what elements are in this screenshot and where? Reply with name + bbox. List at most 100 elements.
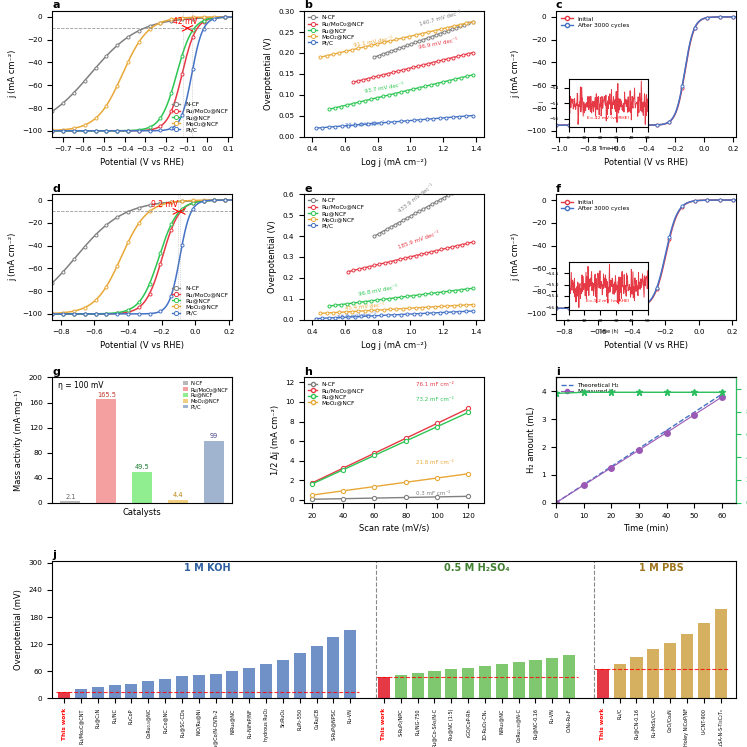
Bar [647,648,660,698]
Theoretical H₂ [634,444,643,453]
Bar [294,653,306,698]
Bar [58,692,70,698]
Text: 433.9 mV dec⁻¹: 433.9 mV dec⁻¹ [397,184,435,214]
X-axis label: Log j (mA cm⁻²): Log j (mA cm⁻²) [361,158,427,167]
Bar [512,663,524,698]
Y-axis label: j (mA cm⁻²): j (mA cm⁻²) [8,233,17,281]
Bar [394,675,407,698]
Theoretical H₂ [579,480,588,489]
Text: 1 M KOH: 1 M KOH [184,562,231,572]
Y-axis label: Overpotential (V): Overpotential (V) [264,37,273,111]
Text: 93.7 mV dec⁻¹: 93.7 mV dec⁻¹ [365,82,405,93]
Measured H₂ [662,428,671,437]
Text: h: h [304,367,312,376]
Bar [226,672,238,698]
Bar [428,671,441,698]
Text: 165.5: 165.5 [97,391,116,397]
Bar [378,678,390,698]
Text: i: i [556,367,560,376]
Text: 96.8 mV dec⁻¹: 96.8 mV dec⁻¹ [358,284,398,297]
Text: f: f [556,184,561,193]
Bar [142,681,155,698]
Bar [630,657,642,698]
Bar [496,664,508,698]
Text: 9.2 mV: 9.2 mV [152,200,179,209]
Bar [664,643,676,698]
X-axis label: Potential (V vs RHE): Potential (V vs RHE) [100,158,185,167]
Bar [530,660,542,698]
Legend: N-CF, Ru/MoO₂@NCF, Ru@NCF, MoO₂@NCF, Pt/C: N-CF, Ru/MoO₂@NCF, Ru@NCF, MoO₂@NCF, Pt/… [307,14,366,46]
Bar [75,689,87,698]
Legend: N-CF, Ru/MoO₂@NCF, Ru@NCF, MoO₂@NCF, Pt/C: N-CF, Ru/MoO₂@NCF, Ru@NCF, MoO₂@NCF, Pt/… [182,380,229,410]
Bar [92,686,104,698]
Text: 185.9 mV dec⁻¹: 185.9 mV dec⁻¹ [397,230,440,249]
Bar [597,669,609,698]
Text: j: j [52,550,56,560]
Bar [193,675,205,698]
Bar [563,654,575,698]
Legend: Initial, After 3000 cycles: Initial, After 3000 cycles [559,197,631,213]
Bar [96,399,117,503]
X-axis label: Time (min): Time (min) [623,524,669,533]
Bar [244,668,255,698]
Theoretical H₂ [689,408,698,417]
Bar [125,684,137,698]
Measured H₂ [579,481,588,490]
Text: c: c [556,1,562,10]
Text: 96.9 mV dec⁻¹: 96.9 mV dec⁻¹ [418,37,459,50]
Y-axis label: Overpotential (V): Overpotential (V) [268,220,277,294]
Measured H₂ [717,392,726,401]
Bar [715,609,727,698]
X-axis label: Catalysts: Catalysts [123,509,161,518]
Text: d: d [52,184,61,193]
Bar [344,630,356,698]
Y-axis label: Mass activity (mA·mg⁻¹): Mass activity (mA·mg⁻¹) [14,389,23,491]
Bar [204,441,224,503]
Measured H₂ [607,463,616,472]
Theoretical H₂ [607,462,616,471]
Text: 91.1 mV dec⁻¹: 91.1 mV dec⁻¹ [353,36,394,48]
Bar [546,658,558,698]
X-axis label: Potential (V vs RHE): Potential (V vs RHE) [604,158,688,167]
Text: 0.5 M H₂SO₄: 0.5 M H₂SO₄ [444,562,509,572]
Y-axis label: 1/2 Δj (mA cm⁻²): 1/2 Δj (mA cm⁻²) [270,405,279,475]
Legend: N-CF, Ru/MoO₂@NCF, Ru@NCF, MoO₂@NCF, Pt/C: N-CF, Ru/MoO₂@NCF, Ru@NCF, MoO₂@NCF, Pt/… [307,197,366,229]
Legend: Initial, After 3000 cycles: Initial, After 3000 cycles [559,14,631,30]
Text: η = 100 mV: η = 100 mV [58,381,103,390]
Bar [311,646,323,698]
Bar [260,664,272,698]
Theoretical H₂ [551,498,560,507]
Bar [412,673,424,698]
Text: 4.4: 4.4 [173,492,184,498]
Line: Measured H₂: Measured H₂ [553,394,725,506]
Bar [132,472,152,503]
Bar [209,674,222,698]
Y-axis label: j (mA cm⁻²): j (mA cm⁻²) [512,50,521,98]
Theoretical H₂ [717,390,726,399]
Bar [681,634,693,698]
Text: g: g [52,367,61,376]
Text: 73.2 mF cm⁻²: 73.2 mF cm⁻² [415,397,453,403]
Legend: N-CF, Ru/MoO₂@NCF, Ru@NCF, MoO₂@NCF, Pt/C: N-CF, Ru/MoO₂@NCF, Ru@NCF, MoO₂@NCF, Pt/… [170,285,229,317]
Bar [159,678,171,698]
Measured H₂ [634,446,643,455]
Text: 37.8 mV dec⁻¹: 37.8 mV dec⁻¹ [337,311,377,320]
Bar [327,637,339,698]
Legend: N-CF, Ru/MoO₂@NCF, Ru@NCF, MoO₂@NCF: N-CF, Ru/MoO₂@NCF, Ru@NCF, MoO₂@NCF [307,380,366,406]
Text: 1 M PBS: 1 M PBS [639,562,684,572]
Measured H₂ [689,410,698,419]
Legend: Theoretical H₂, Measured H₂: Theoretical H₂, Measured H₂ [559,380,622,397]
Text: 2.1: 2.1 [65,494,75,500]
Bar [479,666,491,698]
Bar [108,685,121,698]
Bar [168,500,188,503]
Text: e: e [304,184,311,193]
Y-axis label: H₂ amount (mL): H₂ amount (mL) [527,407,536,474]
X-axis label: Log j (mA cm⁻²): Log j (mA cm⁻²) [361,341,427,350]
Legend: N-CF, Ru/MoO₂@NCF, Ru@NCF, MoO₂@NCF, Pt/C: N-CF, Ru/MoO₂@NCF, Ru@NCF, MoO₂@NCF, Pt/… [170,101,229,134]
X-axis label: Potential (V vs RHE): Potential (V vs RHE) [100,341,185,350]
Bar [61,501,80,503]
Text: 49.5: 49.5 [135,464,149,470]
X-axis label: Potential (V vs RHE): Potential (V vs RHE) [604,341,688,350]
Y-axis label: j (mA cm⁻²): j (mA cm⁻²) [512,233,521,281]
